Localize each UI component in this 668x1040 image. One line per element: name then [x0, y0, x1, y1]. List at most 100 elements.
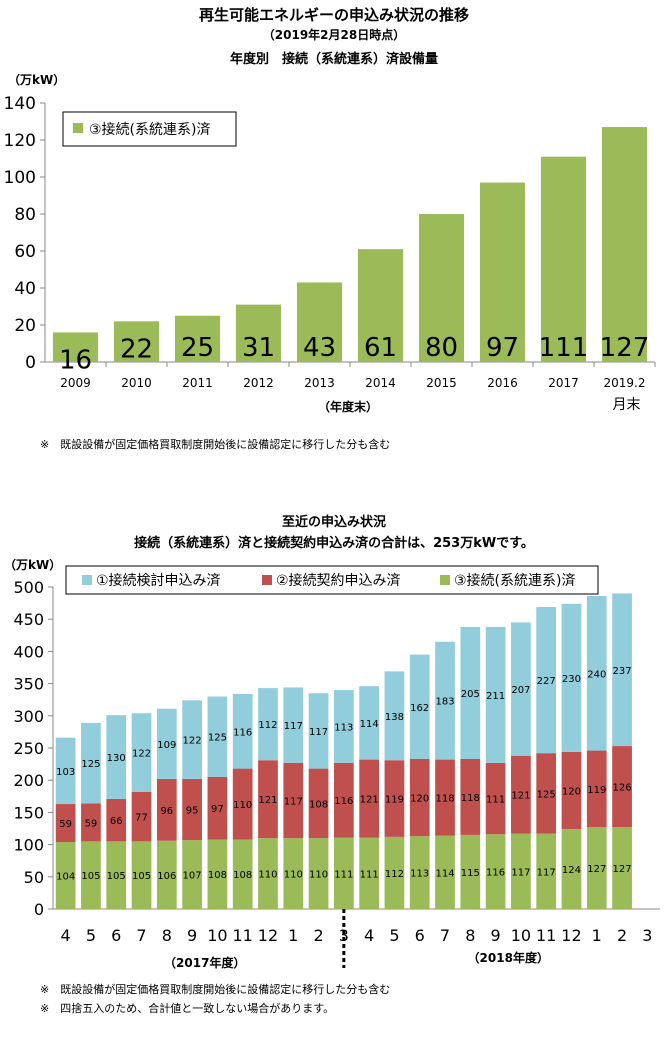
chart1-note: ※ 既設設備が固定価格買取制度開始後に設備認定に移行した分も含む — [40, 438, 391, 451]
data-label: 105 — [107, 871, 126, 882]
x-tick-label: 4 — [364, 926, 374, 945]
bar-segment-1 — [308, 838, 329, 909]
y-tick-label: 0 — [34, 900, 44, 919]
x-tick-label: 2011 — [182, 376, 213, 390]
y-tick-label: 120 — [4, 131, 36, 151]
y-tick-label: 350 — [13, 675, 44, 694]
x-tick-label: 2009 — [60, 376, 91, 390]
x-tick-label: 2 — [313, 926, 323, 945]
bar-segment-1 — [409, 836, 430, 909]
data-label: 66 — [110, 816, 123, 827]
chart2-y-unit: （万kW） — [4, 557, 61, 572]
data-label: 114 — [435, 868, 454, 879]
data-label: 211 — [486, 691, 505, 702]
bar-segment-3 — [258, 688, 278, 761]
x-tick-label: 2016 — [487, 376, 518, 390]
data-label: 117 — [284, 796, 303, 807]
chart2-subtitle: 接続（系統連系）済と接続契約申込み済の合計は、253万kWです。 — [134, 536, 534, 551]
group-label-2018: （2018年度） — [468, 950, 549, 965]
bar-2009 — [52, 332, 99, 362]
bar-segment-2 — [485, 762, 506, 835]
bar-segment-1 — [283, 838, 304, 909]
x-tick-label: 8 — [465, 926, 475, 945]
bar-segment-3 — [81, 722, 101, 804]
data-label-2011: 25 — [181, 333, 214, 363]
bar-segment-3 — [485, 626, 506, 763]
data-label: 121 — [258, 795, 277, 806]
bar-segment-3 — [586, 596, 607, 751]
x-tick-label: 3 — [642, 926, 652, 945]
data-label: 227 — [537, 676, 556, 687]
x-tick-label: 6 — [415, 926, 425, 945]
bar-segment-3 — [55, 737, 76, 805]
bar-segment-2 — [258, 760, 278, 839]
y-tick-label: 200 — [13, 771, 44, 790]
bar-segment-3 — [612, 593, 632, 747]
bar-segment-1 — [612, 827, 632, 909]
data-label: 125 — [81, 759, 100, 770]
data-label: 108 — [208, 870, 227, 881]
data-label: 105 — [81, 871, 100, 882]
y-tick-label: 250 — [13, 739, 44, 758]
data-label: 121 — [360, 795, 379, 806]
bar-segment-1 — [55, 842, 76, 909]
data-label-2012: 31 — [242, 333, 275, 363]
data-label: 120 — [410, 794, 429, 805]
data-label: 108 — [233, 870, 252, 881]
data-label: 95 — [186, 806, 199, 817]
x-tick-label: 2014 — [365, 376, 396, 390]
bar-segment-3 — [232, 693, 253, 769]
bar-segment-2 — [232, 768, 253, 840]
x-tick-label: 11 — [536, 926, 556, 945]
x-tick-label: 12 — [258, 926, 278, 945]
x-tick-label: 2015 — [426, 376, 457, 390]
data-label: 119 — [385, 795, 404, 806]
y-tick-label: 400 — [13, 642, 44, 661]
data-label: 120 — [562, 787, 581, 798]
bar-segment-1 — [232, 839, 253, 909]
bar-segment-1 — [333, 837, 354, 909]
bar-segment-3 — [384, 671, 405, 761]
chart1-legend-label: ③接続(系統連系)済 — [89, 121, 210, 138]
data-label: 117 — [309, 727, 328, 738]
bar-segment-3 — [333, 690, 354, 763]
bar-segment-3 — [207, 696, 228, 777]
data-label: 110 — [284, 870, 303, 881]
data-label: 207 — [511, 685, 530, 696]
bar-segment-2 — [586, 750, 607, 828]
bar-2011 — [174, 315, 221, 362]
data-label: 205 — [461, 689, 480, 700]
data-label: 106 — [157, 871, 176, 882]
bar-2012 — [235, 304, 282, 362]
data-label: 119 — [587, 785, 606, 796]
data-label: 138 — [385, 712, 404, 723]
data-label: 59 — [85, 818, 98, 829]
y-tick-label: 60 — [14, 242, 36, 262]
bar-segment-2 — [561, 751, 582, 830]
chart2-legend-label-3: ①接続検討申込み済 — [96, 572, 221, 589]
bar-segment-3 — [283, 687, 304, 763]
data-label: 230 — [562, 674, 581, 685]
bar-segment-2 — [308, 768, 329, 839]
data-label: 183 — [435, 697, 454, 708]
bar-segment-1 — [131, 841, 152, 909]
data-label: 103 — [56, 767, 75, 778]
bar-segment-1 — [384, 836, 405, 909]
y-tick-label: 450 — [13, 610, 44, 629]
data-label-2009: 16 — [59, 345, 92, 375]
data-label: 110 — [258, 870, 277, 881]
chart1-y-unit: （万kW） — [8, 72, 65, 87]
y-tick-label: 50 — [24, 868, 44, 887]
bar-segment-1 — [258, 838, 278, 909]
data-label: 107 — [183, 871, 202, 882]
bar-segment-2 — [612, 746, 632, 828]
data-label: 108 — [309, 799, 328, 810]
bar-segment-1 — [586, 827, 607, 909]
chart2-monthly-applications: （万kW）05010015020025030035040045050010459… — [4, 557, 660, 970]
x-tick-label: 2 — [617, 926, 627, 945]
data-label-2014: 61 — [364, 333, 397, 363]
x-tick-label: 2017 — [548, 376, 579, 390]
x-tick-label: 7 — [440, 926, 450, 945]
bar-segment-1 — [435, 835, 455, 909]
chart2-note-2: ※ 四捨五入のため、合計値と一致しない場合があります。 — [40, 1002, 335, 1015]
